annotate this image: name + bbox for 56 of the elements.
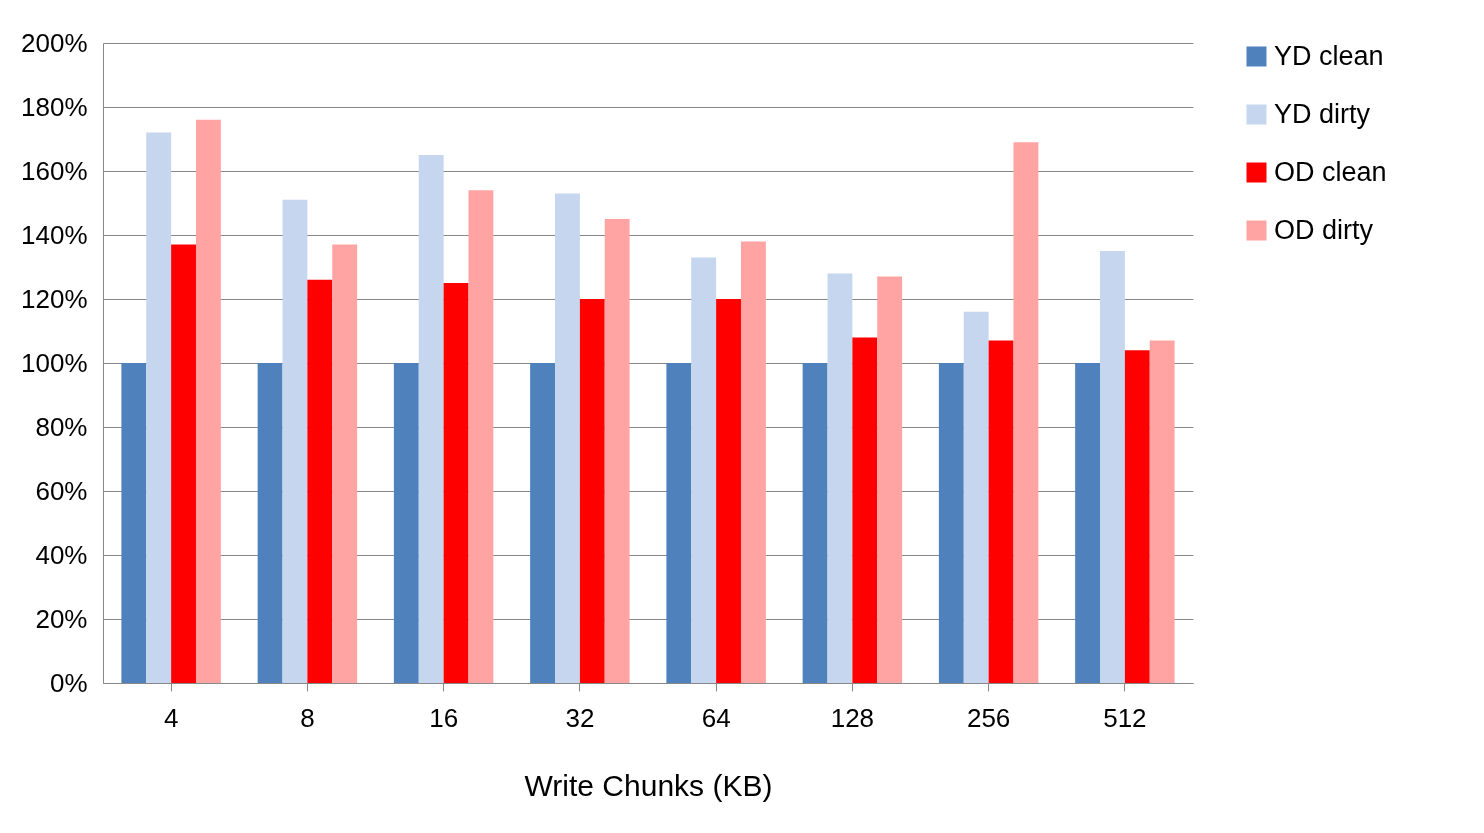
bar [530, 363, 556, 683]
x-tick-label: 32 [565, 702, 595, 733]
x-tick-label: 8 [300, 702, 315, 733]
bar [877, 276, 903, 683]
y-tick-label: 100% [21, 347, 88, 378]
x-tick-label: 4 [163, 702, 179, 733]
y-tick-label: 160% [21, 155, 88, 186]
bar [666, 363, 692, 683]
bar [282, 199, 308, 683]
x-tick-label: 512 [1103, 702, 1147, 733]
x-axis-title: Write Chunks (KB) [524, 768, 773, 802]
y-tick-label: 40% [35, 539, 88, 570]
x-tick-label: 128 [830, 702, 875, 733]
bar [146, 132, 172, 683]
bar [963, 311, 989, 683]
bar [332, 244, 358, 683]
bar [802, 363, 828, 683]
legend-label: OD dirty [1274, 214, 1374, 245]
y-tick-label: 140% [21, 219, 88, 250]
bar [716, 299, 741, 683]
legend-label: YD dirty [1274, 98, 1371, 129]
bar [740, 241, 766, 683]
bar [121, 363, 147, 683]
x-tick-label: 16 [429, 702, 459, 733]
y-tick-label: 80% [35, 411, 88, 442]
bar [691, 257, 717, 683]
bar [1149, 340, 1175, 683]
bar [468, 190, 494, 683]
y-tick-label: 120% [21, 283, 88, 314]
y-tick-label: 200% [21, 27, 88, 58]
bar [852, 337, 878, 683]
legend-label: OD clean [1274, 156, 1387, 187]
bar [443, 283, 469, 683]
y-tick-label: 20% [35, 603, 88, 634]
bar [579, 299, 605, 683]
bar [1013, 142, 1039, 683]
legend-label: YD clean [1274, 40, 1384, 71]
bar [988, 340, 1014, 683]
bar [418, 155, 444, 683]
bar [257, 363, 283, 683]
bar [555, 193, 580, 683]
y-tick-label: 180% [21, 91, 88, 122]
bar [1100, 251, 1125, 683]
bar [195, 119, 221, 683]
y-tick-label: 60% [35, 475, 88, 506]
y-tick-label: 0% [49, 667, 88, 698]
bar [827, 273, 853, 683]
bar [171, 244, 196, 683]
x-tick-label: 256 [966, 702, 1011, 733]
bar [1124, 350, 1150, 683]
bar [938, 363, 964, 683]
bar [393, 363, 419, 683]
bar [1075, 363, 1101, 683]
bar [604, 219, 630, 683]
bar [307, 279, 333, 683]
x-tick-label: 64 [701, 702, 731, 733]
